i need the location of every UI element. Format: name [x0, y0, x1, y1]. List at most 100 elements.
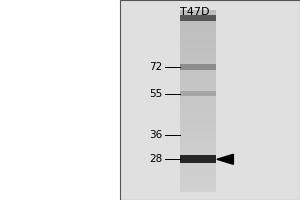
Bar	[180, 39, 216, 41]
Bar	[180, 156, 216, 157]
Bar	[180, 63, 216, 65]
Bar	[180, 117, 216, 119]
Bar	[180, 23, 216, 25]
Bar	[180, 57, 216, 59]
Bar	[180, 68, 216, 70]
Text: 28: 28	[149, 154, 162, 164]
Bar	[180, 74, 216, 76]
Bar	[180, 123, 216, 125]
Bar	[180, 70, 216, 72]
Bar	[180, 66, 216, 68]
Bar	[180, 174, 216, 176]
Bar	[180, 10, 216, 192]
Bar	[180, 15, 216, 21]
Bar	[180, 152, 216, 154]
Bar	[180, 167, 216, 168]
Bar	[180, 177, 216, 179]
Bar	[180, 108, 216, 110]
Bar	[180, 45, 216, 46]
Bar	[180, 64, 216, 70]
Bar	[180, 101, 216, 103]
Bar	[180, 155, 216, 163]
Bar	[180, 185, 216, 187]
Bar	[180, 179, 216, 181]
Bar	[120, 0, 300, 200]
Bar	[180, 19, 216, 21]
Bar	[180, 168, 216, 170]
Bar	[180, 92, 216, 94]
Bar	[180, 128, 216, 130]
Bar	[180, 134, 216, 136]
Bar	[180, 10, 216, 12]
Bar	[180, 12, 216, 14]
Bar	[180, 143, 216, 145]
Bar	[180, 130, 216, 132]
Bar	[180, 34, 216, 35]
Bar	[180, 112, 216, 114]
Bar	[180, 103, 216, 105]
Bar	[180, 21, 216, 23]
Bar	[180, 94, 216, 96]
Bar	[180, 15, 216, 17]
Bar	[180, 35, 216, 37]
Bar	[180, 187, 216, 188]
Bar	[180, 99, 216, 101]
Bar	[180, 25, 216, 26]
Bar	[180, 157, 216, 159]
Polygon shape	[217, 154, 233, 164]
Bar	[180, 119, 216, 121]
Bar	[180, 116, 216, 117]
Bar	[180, 43, 216, 45]
Bar	[180, 110, 216, 112]
Bar	[180, 183, 216, 185]
Bar	[180, 139, 216, 141]
Bar	[180, 170, 216, 172]
Bar	[180, 46, 216, 48]
Bar	[180, 181, 216, 183]
Bar	[180, 30, 216, 32]
Bar	[180, 106, 216, 108]
Bar	[180, 79, 216, 81]
Bar	[180, 136, 216, 137]
Bar	[180, 56, 216, 57]
Bar	[180, 159, 216, 161]
Bar	[180, 145, 216, 146]
Bar	[180, 32, 216, 34]
Bar	[180, 86, 216, 88]
Bar	[180, 163, 216, 165]
Bar	[180, 132, 216, 134]
Bar	[180, 28, 216, 30]
Bar	[180, 161, 216, 163]
Bar	[180, 72, 216, 74]
Bar	[180, 65, 216, 66]
Bar	[180, 97, 216, 99]
Bar	[180, 81, 216, 83]
Bar	[180, 50, 216, 52]
Bar	[180, 88, 216, 90]
Bar	[180, 96, 216, 97]
Bar	[180, 90, 216, 92]
Bar	[180, 176, 216, 177]
Bar	[180, 141, 216, 143]
Bar	[180, 190, 216, 192]
Text: T47D: T47D	[180, 7, 210, 17]
Bar	[180, 37, 216, 39]
Bar	[180, 14, 216, 15]
Bar	[180, 76, 216, 77]
Bar	[180, 105, 216, 106]
Bar	[180, 154, 216, 156]
Bar	[180, 148, 216, 150]
Bar	[180, 165, 216, 167]
Bar	[180, 59, 216, 61]
Bar	[180, 188, 216, 190]
Text: 55: 55	[149, 89, 162, 99]
Text: 36: 36	[149, 130, 162, 140]
Bar	[180, 26, 216, 28]
Bar	[180, 48, 216, 50]
Bar	[0, 0, 120, 200]
Bar	[180, 83, 216, 85]
Bar	[180, 52, 216, 54]
Bar	[180, 54, 216, 56]
Bar	[180, 137, 216, 139]
Bar	[180, 17, 216, 19]
